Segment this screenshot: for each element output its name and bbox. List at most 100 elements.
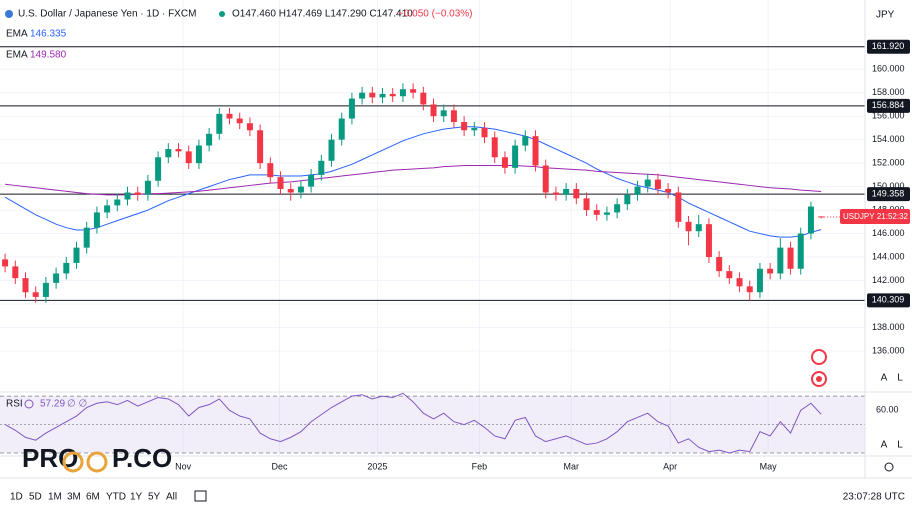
settings-icon[interactable] (884, 462, 894, 472)
candle-body (53, 273, 60, 283)
candle-body (165, 149, 172, 158)
logo-text: PRO (22, 443, 78, 473)
candle-body (695, 224, 702, 232)
level-label-box (867, 98, 910, 113)
candle-body (573, 188, 580, 199)
rsi-icon (24, 399, 34, 409)
candle-body (644, 179, 651, 187)
candle-body (491, 137, 498, 158)
y-tick-label: 150.000 (872, 181, 905, 191)
plot (0, 46, 865, 454)
candle-body (675, 192, 682, 222)
level-label: 161.920 (872, 41, 905, 51)
candle-body (736, 278, 743, 287)
candle-body (767, 268, 774, 274)
candle-body (124, 192, 131, 200)
candle-body (2, 259, 9, 267)
range-button[interactable]: 3M (67, 492, 81, 503)
candle-body (287, 188, 294, 193)
range-button[interactable]: 6M (86, 492, 100, 503)
candle-body (308, 174, 315, 187)
candle-body (654, 179, 661, 189)
candle-body (420, 92, 427, 105)
candle-body (685, 221, 692, 232)
rsi-line (4, 392, 822, 454)
candle-body (246, 123, 253, 131)
candle-body (746, 286, 753, 293)
candle-body (634, 186, 641, 195)
rsi-value: 57.29 (40, 399, 65, 410)
rsi-tick-label: 60.00 (876, 405, 899, 415)
candle-body (236, 118, 243, 124)
last-label-box (840, 209, 910, 225)
last-label-symbol: USDJPY (843, 212, 875, 221)
candle-body (216, 113, 223, 134)
candle-body (73, 247, 80, 263)
calendar-icon[interactable] (194, 490, 207, 502)
y-tick-label: 158.000 (872, 87, 905, 97)
ema-value: 146.335 (30, 29, 67, 40)
candle-body (22, 278, 29, 293)
rsi-label: RSI (6, 399, 23, 410)
level-label: 156.884 (872, 100, 905, 110)
range-button[interactable]: YTD (106, 492, 126, 503)
candle-body (32, 292, 39, 297)
x-tick-label: Dec (271, 461, 288, 471)
y-tick-label: 138.000 (872, 322, 905, 332)
candle-body (389, 93, 396, 97)
candle-body (63, 262, 70, 274)
x-tick-label: Mar (563, 461, 579, 471)
candle-body (195, 145, 202, 164)
candle-body (267, 163, 274, 178)
candle-body (603, 212, 610, 215)
clock: 23:07:28 UTC (843, 492, 905, 503)
ema-label: EMA (6, 29, 28, 40)
candle-body (471, 127, 478, 131)
candle-body (787, 247, 794, 269)
flag-icon (5, 10, 13, 18)
log-button[interactable]: L (897, 440, 903, 451)
x-tick-label: May (760, 461, 778, 471)
range-button[interactable]: 1M (48, 492, 62, 503)
range-button[interactable]: 1D (10, 492, 23, 503)
x-tick-label: Nov (175, 461, 192, 471)
candle-body (450, 110, 457, 123)
auto-button[interactable]: A (881, 373, 888, 384)
x-tick-label: Apr (663, 461, 677, 471)
range-button[interactable]: 5Y (148, 492, 161, 503)
candle-body (318, 160, 325, 175)
event-icon-dot (816, 376, 822, 382)
level-label-box (867, 293, 910, 308)
candle-body (12, 266, 19, 279)
ema-line (5, 164, 822, 196)
level-label-box (867, 39, 910, 54)
candle-body (114, 199, 121, 206)
toolbar: 1D 5D 1M 3M 6M YTD 1Y 5Y All (10, 492, 177, 503)
candle-body (756, 268, 763, 293)
candle-body (144, 180, 151, 195)
candle-body (481, 127, 488, 138)
range-button[interactable]: All (166, 492, 177, 503)
candle-body (185, 151, 192, 164)
candle-body (369, 92, 376, 98)
range-button[interactable]: 1Y (130, 492, 143, 503)
candle-body (155, 157, 162, 181)
currency: JPY (876, 10, 895, 21)
log-button[interactable]: L (897, 373, 903, 384)
candle-body (777, 247, 784, 274)
candle-body (277, 177, 284, 189)
candle-body (297, 186, 304, 193)
candle-body (818, 216, 825, 218)
x-tick-label: Feb (472, 461, 488, 471)
auto-button[interactable]: A (881, 440, 888, 451)
candle-body (532, 136, 539, 166)
candle-body (665, 188, 672, 193)
level-label-box (867, 187, 910, 202)
candle-body (563, 188, 570, 195)
event-icon[interactable] (811, 349, 827, 365)
range-button[interactable]: 5D (29, 492, 42, 503)
logo-mark (86, 451, 108, 473)
candle-body (42, 282, 49, 297)
candle-body (399, 89, 406, 97)
